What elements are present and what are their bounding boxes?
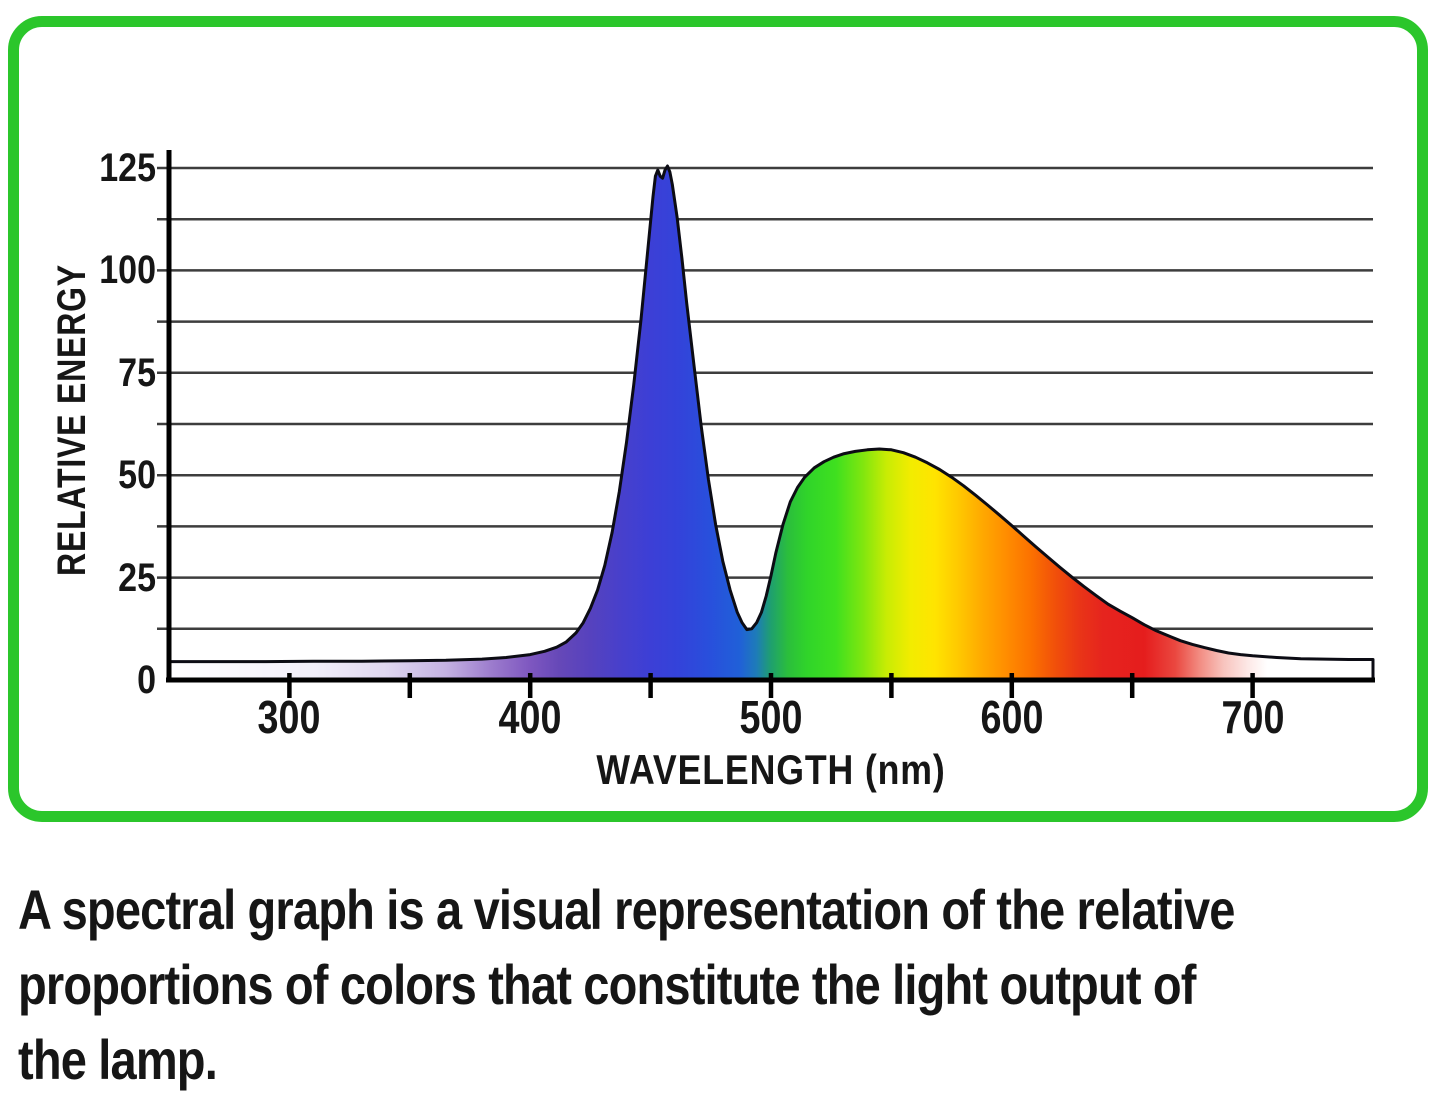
x-tick-label-600: 600 <box>980 691 1044 743</box>
y-tick-label-100: 100 <box>99 248 156 293</box>
y-tick-label-75: 75 <box>118 350 156 395</box>
x-axis-title: WAVELENGTH (nm) <box>596 746 946 793</box>
spectrum-curve <box>169 164 1375 680</box>
y-tick-label-125: 125 <box>99 146 156 190</box>
caption: A spectral graph is a visual representat… <box>18 872 1445 1097</box>
caption-line-3: the lamp. <box>18 1028 218 1091</box>
green-border-frame <box>8 16 1428 822</box>
x-tick-label-300: 300 <box>257 691 321 743</box>
caption-line-2: proportions of colors that constitute th… <box>18 953 1196 1016</box>
y-tick-label-25: 25 <box>118 555 156 600</box>
gridlines <box>157 166 1373 631</box>
y-tick-label-50: 50 <box>118 453 156 498</box>
spectral-chart <box>157 150 1375 698</box>
caption-line-1: A spectral graph is a visual representat… <box>18 878 1235 941</box>
x-tick-label-400: 400 <box>498 691 562 743</box>
y-tick-label-0: 0 <box>137 658 156 702</box>
x-tick-label-700: 700 <box>1221 691 1285 743</box>
x-axis-ticks <box>287 673 1255 698</box>
x-tick-label-500: 500 <box>739 691 803 743</box>
y-axis-title: RELATIVE ENERGY <box>50 264 94 576</box>
